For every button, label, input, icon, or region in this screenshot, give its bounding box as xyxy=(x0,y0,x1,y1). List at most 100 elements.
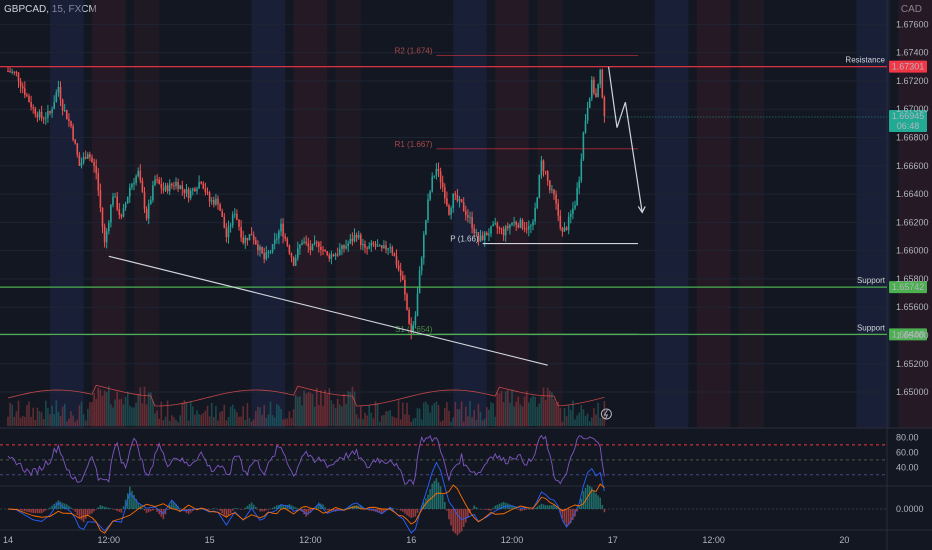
macd-hist-bar xyxy=(544,505,547,509)
rsi-line xyxy=(7,434,605,486)
macd-hist-bar xyxy=(28,509,30,513)
volume-bar xyxy=(45,400,47,426)
volume-bar xyxy=(305,393,307,426)
candle xyxy=(70,120,72,127)
macd-hist-bar xyxy=(402,509,404,512)
volume-bar xyxy=(322,405,324,426)
candle xyxy=(601,69,604,98)
volume-bar xyxy=(360,406,362,426)
signal-line xyxy=(7,483,605,534)
volume-bar xyxy=(49,414,51,426)
macd-hist-bar xyxy=(24,509,26,512)
volume-bar xyxy=(68,418,70,426)
symbol-title[interactable]: GBPCAD, 15, FXCM xyxy=(4,4,97,15)
volume-bar xyxy=(546,387,549,426)
macd-hist-bar xyxy=(567,509,570,526)
volume-bar xyxy=(341,406,343,426)
macd-hist-bar xyxy=(250,502,253,509)
candle xyxy=(282,223,284,237)
macd-hist-bar xyxy=(91,509,93,514)
macd-hist-bar xyxy=(492,508,494,509)
candle xyxy=(494,223,496,225)
volume-bar xyxy=(435,401,438,426)
candle xyxy=(122,208,125,217)
macd-hist-bar xyxy=(82,509,85,523)
volume-bar xyxy=(458,409,461,426)
volume-bar xyxy=(38,411,41,426)
macd-hist-bar xyxy=(500,502,503,509)
pivot-label-S1: S1 (1.654) xyxy=(395,325,433,334)
volume-bar xyxy=(309,392,312,426)
volume-bar xyxy=(112,407,114,426)
candle xyxy=(307,243,310,247)
macd-hist-bar xyxy=(488,509,490,511)
macd-hist-bar xyxy=(525,509,528,510)
macd-hist-bar xyxy=(45,509,47,511)
volume-bar xyxy=(391,416,394,426)
volume-bar xyxy=(538,403,541,426)
price-tick-label: 1.66400 xyxy=(896,189,929,199)
volume-bar xyxy=(601,418,604,426)
candle xyxy=(242,237,244,243)
volume-bar xyxy=(61,406,64,426)
volume-bar xyxy=(208,416,211,426)
candle xyxy=(517,224,520,228)
volume-bar xyxy=(84,420,87,426)
candle xyxy=(147,203,150,219)
volume-bar xyxy=(250,421,253,426)
candle xyxy=(53,102,55,110)
macd-hist-bar xyxy=(416,509,419,513)
candle xyxy=(395,256,398,266)
candle xyxy=(513,221,515,223)
volume-bar xyxy=(488,409,490,426)
candle xyxy=(78,154,81,166)
candle xyxy=(187,189,190,199)
candle xyxy=(584,120,587,133)
candle xyxy=(290,253,293,258)
candle xyxy=(549,180,551,190)
volume-bar xyxy=(412,418,415,426)
candle xyxy=(217,198,219,205)
candle xyxy=(229,225,232,227)
candle xyxy=(80,162,83,166)
volume-bar xyxy=(542,387,545,426)
macd-hist-bar xyxy=(147,509,150,513)
candle xyxy=(196,188,198,192)
candle xyxy=(259,246,261,251)
macd-hist-bar xyxy=(21,509,24,511)
volume-bar xyxy=(450,421,452,426)
candle xyxy=(435,168,438,176)
candle xyxy=(465,211,467,216)
macd-hist-bar xyxy=(227,509,230,515)
macd-hist-bar xyxy=(276,505,278,509)
candle xyxy=(383,245,385,249)
candle xyxy=(399,269,402,276)
volume-bar xyxy=(244,419,247,426)
volume-bar xyxy=(507,389,509,426)
macd-hist-bar xyxy=(393,508,396,509)
volume-bar xyxy=(469,400,471,426)
volume-bar xyxy=(429,412,431,426)
volume-bar xyxy=(315,387,318,426)
candle xyxy=(328,254,331,259)
volume-bar xyxy=(185,401,188,426)
candle xyxy=(444,187,446,199)
volume-bar xyxy=(55,400,58,426)
time-tick-label: 12:00 xyxy=(501,535,524,545)
volume-bar xyxy=(133,407,135,426)
volume-bar xyxy=(290,418,293,426)
volume-bar xyxy=(448,410,450,426)
candle xyxy=(93,162,95,167)
session-ny xyxy=(738,0,764,428)
macd-hist-bar xyxy=(152,509,154,511)
macd-hist-bar xyxy=(439,486,442,509)
support-2-price-tag xyxy=(889,328,927,341)
price-tick-label: 1.67200 xyxy=(896,76,929,86)
volume-bar xyxy=(78,405,81,426)
macd-hist-bar xyxy=(265,509,268,511)
volume-bar xyxy=(479,411,482,426)
volume-bar xyxy=(82,414,85,426)
macd-hist-bar xyxy=(462,509,465,527)
macd-hist-bar xyxy=(563,509,566,523)
